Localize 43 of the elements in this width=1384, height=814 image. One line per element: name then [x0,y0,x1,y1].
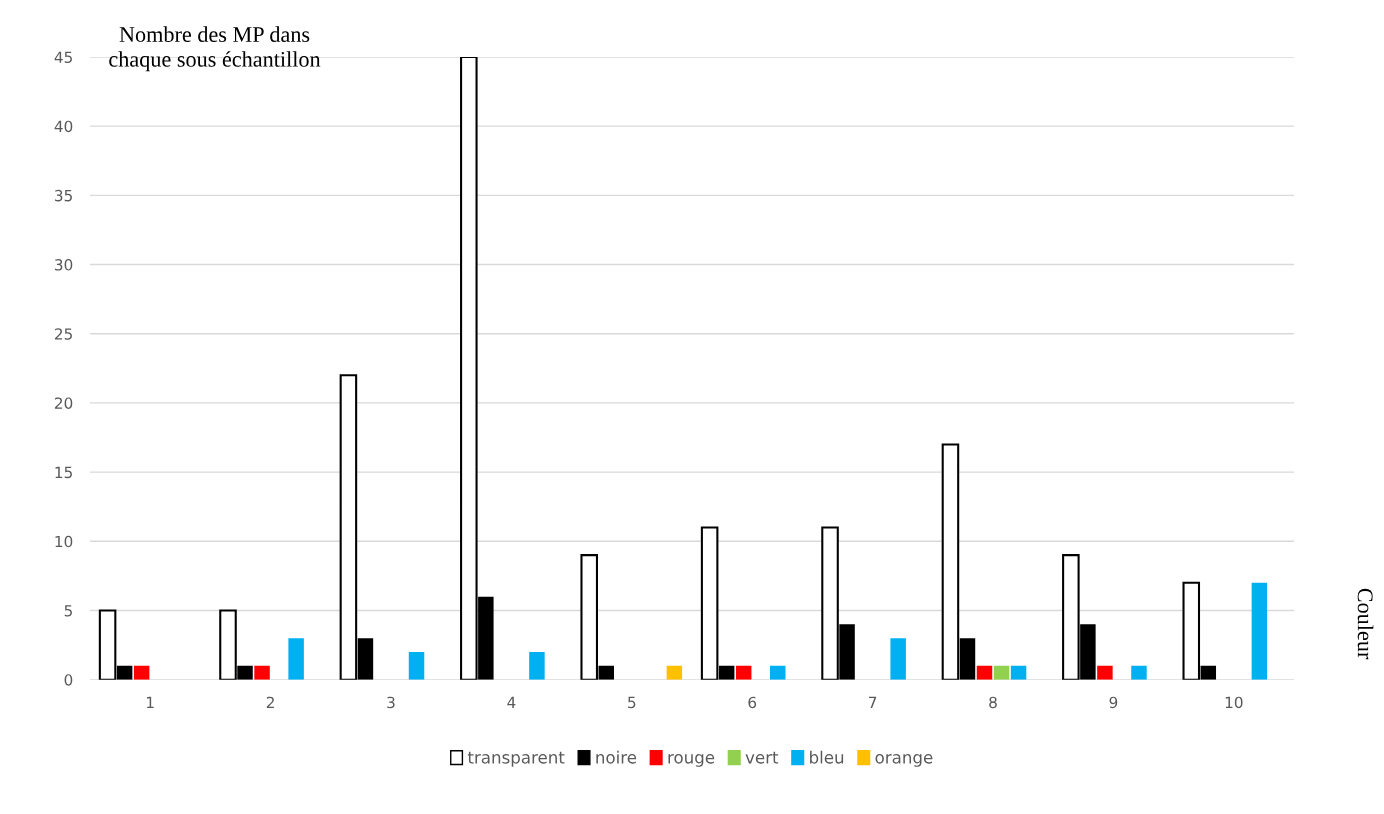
x-tick-label: 9 [1109,696,1118,709]
bar [1097,665,1113,680]
x-tick-label: 5 [628,696,636,709]
bar [993,665,1010,680]
x-tick-label: 4 [507,696,516,708]
bar [735,665,752,680]
legend-label: transparent [467,751,565,767]
x-tick-label: 8 [989,696,997,709]
bar [1010,665,1027,680]
x-tick-label: 6 [748,696,757,709]
bar [254,665,270,680]
x-tick-label: 7 [869,696,877,708]
y-tick-label: 45 [54,51,72,63]
y-tick-label: 35 [55,189,72,202]
bar [1131,665,1147,680]
bar [666,665,683,680]
legend-label: bleu [810,750,844,764]
legend-label: orange [875,754,933,767]
y-tick-label: 40 [54,120,73,133]
bar [408,652,425,680]
y-axis-title: Nombre des MP dans chaque sous échantillon [109,26,321,72]
x-tick-label: 3 [387,696,395,709]
y-tick-label: 30 [55,259,73,271]
y-tick-label: 25 [54,328,72,340]
legend-label: vert [745,751,779,764]
bar [529,652,545,680]
y-tick-label: 15 [55,466,72,479]
y-tick-label: 5 [64,605,72,617]
x-tick-label: 10 [1225,696,1243,709]
x-tick-label: 1 [146,696,154,708]
bar [133,665,150,680]
bar [976,665,993,680]
y-tick-label: 10 [55,535,73,548]
bar [770,665,786,680]
x-tick-label: 2 [266,696,274,708]
y-tick-label: 20 [54,397,73,409]
legend-label: noire [596,750,637,764]
bar [890,638,906,680]
bar [288,638,304,680]
text: Couleur [1357,588,1374,660]
y-tick-label: 0 [64,674,73,686]
bar [1251,582,1268,680]
legend-label: rouge [668,754,715,767]
